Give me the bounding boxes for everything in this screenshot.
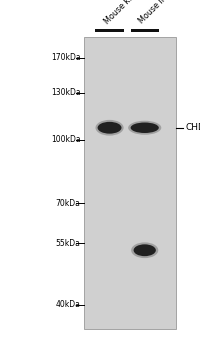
Bar: [95, 29, 123, 32]
Text: CHD1L: CHD1L: [185, 123, 200, 132]
Ellipse shape: [133, 244, 155, 256]
Text: 55kDa: 55kDa: [55, 239, 80, 248]
Text: Mouse liver: Mouse liver: [137, 0, 175, 26]
Ellipse shape: [130, 243, 158, 258]
Text: 100kDa: 100kDa: [51, 135, 80, 145]
Text: 170kDa: 170kDa: [51, 53, 80, 62]
Bar: [84, 37, 175, 329]
Text: 40kDa: 40kDa: [55, 300, 80, 309]
Ellipse shape: [130, 122, 158, 133]
Ellipse shape: [128, 121, 161, 135]
Ellipse shape: [97, 122, 121, 134]
Ellipse shape: [95, 120, 123, 135]
Text: Mouse kidney: Mouse kidney: [102, 0, 147, 26]
Bar: [130, 29, 158, 32]
Text: 130kDa: 130kDa: [51, 88, 80, 97]
Text: 70kDa: 70kDa: [55, 198, 80, 208]
